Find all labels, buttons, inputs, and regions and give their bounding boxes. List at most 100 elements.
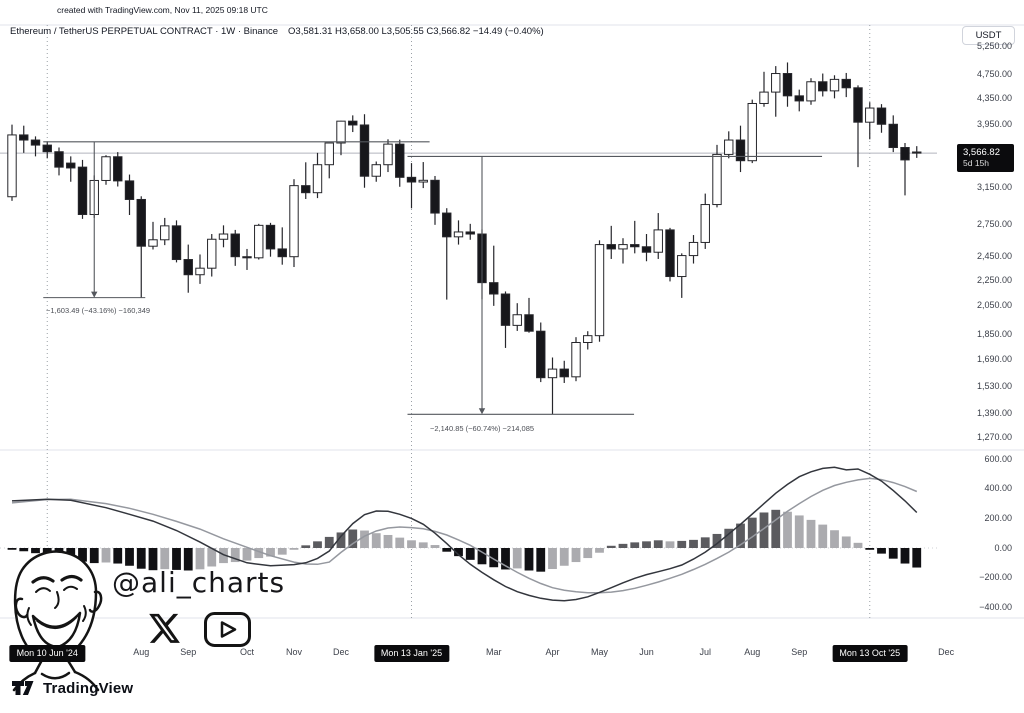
watermark-handle: @ali_charts (112, 566, 286, 599)
macd-histogram-bar (888, 548, 898, 559)
macd-histogram-bar (512, 548, 522, 569)
macd-histogram-bar (277, 548, 287, 555)
candle (606, 244, 616, 250)
price-range-tools[interactable] (43, 141, 823, 415)
candle (148, 239, 158, 247)
price-range-label-1[interactable]: −1,603.49 (−43.16%) −160,349 (46, 306, 151, 315)
macd-histogram-bar (571, 548, 581, 563)
candle (371, 164, 381, 177)
macd-histogram-bar (465, 548, 475, 560)
macd-histogram-bar (830, 530, 839, 548)
price-range-label-2[interactable]: −2,140.85 (−60.74%) −214,085 (430, 424, 535, 433)
macd-histogram-bar (430, 545, 440, 548)
macd-histogram-bar (912, 548, 922, 568)
current-price-value: 3,566.82 (963, 147, 1000, 158)
bar-countdown: 5d 15h (963, 158, 989, 168)
macd-histogram-bar (183, 548, 193, 571)
macd-histogram-bar (324, 536, 334, 548)
candle (700, 204, 710, 243)
macd-histogram-bar (195, 548, 205, 570)
macd-histogram-bar (7, 548, 17, 550)
candle (54, 151, 64, 168)
candle (735, 139, 746, 162)
macd-histogram-bar (783, 511, 792, 548)
macd-lines (11, 466, 918, 602)
candle (465, 231, 475, 235)
candle (794, 95, 804, 102)
macd-histogram-bar (841, 536, 851, 548)
candle (453, 231, 464, 238)
macd-histogram-bar (207, 548, 217, 567)
macd-histogram-bar (818, 524, 828, 548)
currency-toggle[interactable]: USDT (962, 26, 1015, 45)
macd-histogram-bar (477, 548, 487, 565)
candle (383, 143, 393, 166)
candle (289, 185, 299, 258)
candle (782, 73, 793, 97)
macd-histogram-bar (642, 541, 651, 548)
candles (7, 62, 922, 415)
tradingview-brand[interactable]: TradingView (43, 679, 134, 697)
macd-histogram-bar (136, 548, 146, 569)
candle (688, 241, 699, 257)
candle (853, 87, 863, 123)
tradingview-logo-icon[interactable] (12, 679, 36, 697)
macd-histogram-bar (254, 548, 264, 559)
macd-histogram-bar (759, 512, 769, 548)
candle (865, 107, 875, 123)
candle (406, 176, 417, 183)
footer: TradingView (12, 679, 133, 697)
candle (759, 91, 769, 104)
candle (841, 78, 851, 89)
macd-main-line (11, 466, 918, 602)
credit-line: created with TradingView.com, Nov 11, 20… (57, 5, 268, 15)
candle (312, 164, 323, 194)
macd-histogram-bar (230, 548, 240, 563)
candle (395, 143, 405, 178)
candle (771, 73, 781, 93)
macd-histogram-bar (712, 533, 722, 548)
candle (442, 212, 452, 238)
macd-histogram-bar (747, 517, 757, 548)
candle (677, 255, 687, 278)
macd-histogram-bar (524, 548, 534, 571)
candle (113, 156, 123, 182)
candle (160, 225, 170, 241)
candle (641, 246, 652, 253)
candle (418, 179, 428, 183)
candle (618, 244, 628, 250)
macd-histogram-bar (313, 541, 322, 548)
candle (489, 282, 499, 295)
macd-histogram-bar (148, 548, 158, 571)
macd-histogram-bar (724, 528, 734, 548)
macd-histogram (7, 509, 922, 572)
macd-histogram-bar (289, 548, 299, 550)
macd-histogram-bar (501, 548, 510, 570)
candle (500, 293, 511, 326)
macd-histogram-bar (31, 548, 40, 554)
candle (665, 229, 675, 278)
macd-histogram-bar (442, 548, 452, 552)
symbol-title[interactable]: Ethereum / TetherUS PERPETUAL CONTRACT ·… (10, 26, 279, 37)
macd-histogram-bar (19, 548, 29, 552)
macd-histogram-bar (630, 542, 640, 548)
macd-histogram-bar (113, 548, 123, 564)
macd-signal-line (11, 477, 918, 594)
candle (195, 267, 205, 276)
candle (277, 248, 287, 258)
macd-histogram-bar (172, 548, 181, 570)
macd-histogram-bar (736, 523, 745, 548)
macd-histogram-bar (125, 548, 134, 566)
macd-histogram-bar (54, 548, 64, 558)
candle (724, 139, 734, 155)
current-price-badge: 3,566.82 5d 15h (957, 144, 1014, 172)
candle (747, 102, 757, 162)
candle (829, 78, 840, 92)
macd-histogram-bar (536, 548, 546, 572)
macd-histogram-bar (301, 545, 311, 548)
macd-histogram-bar (583, 548, 593, 559)
candle (430, 179, 440, 214)
macd-histogram-bar (489, 548, 499, 568)
candle (653, 229, 663, 253)
